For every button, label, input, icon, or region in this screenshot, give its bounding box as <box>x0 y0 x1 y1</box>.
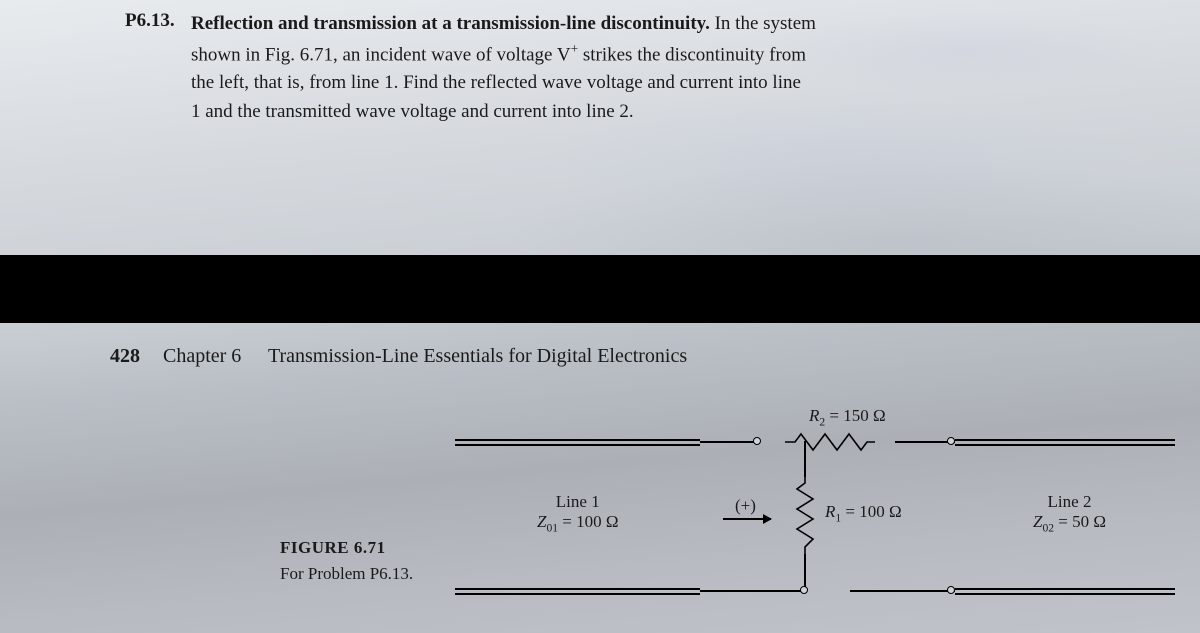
incident-marker: (+) <box>735 496 756 516</box>
junction-bot-right-wire <box>850 590 955 592</box>
chapter-header: 428 Chapter 6 Transmission-Line Essentia… <box>110 345 1160 368</box>
figure-caption: FIGURE 6.71 For Problem P6.13. <box>280 538 413 584</box>
junction-bot-left-wire <box>700 590 805 592</box>
line2-top-wire <box>955 444 1175 446</box>
r1-resistor <box>795 477 815 554</box>
line1-label: Line 1 Z01 = 100 Ω <box>537 492 619 534</box>
r2-resistor <box>785 432 875 452</box>
node-top-left <box>753 437 761 445</box>
problem-title: Reflection and transmission at a transmi… <box>191 13 710 34</box>
chapter-title: Transmission-Line Essentials for Digital… <box>268 345 687 367</box>
figure-number: FIGURE 6.71 <box>280 538 413 558</box>
problem-line2-tail: strikes the discontinuity from <box>578 44 806 65</box>
page-number: 428 <box>110 345 140 367</box>
problem-line1: In the system <box>715 13 816 34</box>
node-top-right <box>947 437 955 445</box>
line1-top-wire <box>455 444 700 446</box>
line1-bot-wire <box>455 588 700 590</box>
line2-bot-wire-b <box>955 593 1175 595</box>
problem-text: Reflection and transmission at a transmi… <box>191 10 1110 126</box>
line2-top-wire-b <box>955 439 1175 441</box>
line2-label: Line 2 Z02 = 50 Ω <box>1033 492 1106 534</box>
problem-number: P6.13. <box>125 10 175 32</box>
r2-label: R2 = 150 Ω <box>809 406 886 428</box>
r1-label: R1 = 100 Ω <box>825 502 902 524</box>
problem-sup: + <box>571 41 579 56</box>
line2-bot-wire <box>955 588 1175 590</box>
incident-arrow-icon <box>723 518 771 520</box>
problem-statement: P6.13. Reflection and transmission at a … <box>125 10 1110 126</box>
scan-dark-band <box>0 255 1200 323</box>
junction-top-left-wire <box>700 441 760 443</box>
figure-for: For Problem P6.13. <box>280 564 413 584</box>
line1-top-wire-b <box>455 439 700 441</box>
line1-bot-wire-b <box>455 593 700 595</box>
node-bot-right <box>947 586 955 594</box>
figure-6-71: FIGURE 6.71 For Problem P6.13. <box>280 410 1150 620</box>
problem-line3: the left, that is, from line 1. Find the… <box>191 72 801 93</box>
problem-line4: 1 and the transmitted wave voltage and c… <box>191 101 634 122</box>
problem-line2: shown in Fig. 6.71, an incident wave of … <box>191 44 571 65</box>
junction-top-right-wire <box>895 441 955 443</box>
r1-lead-bot <box>804 554 806 590</box>
chapter-label: Chapter 6 <box>163 345 241 367</box>
node-bot-left <box>800 586 808 594</box>
circuit-diagram: R2 = 150 Ω R1 = 100 Ω Line 1 Z01 = 100 Ω… <box>455 410 1175 620</box>
